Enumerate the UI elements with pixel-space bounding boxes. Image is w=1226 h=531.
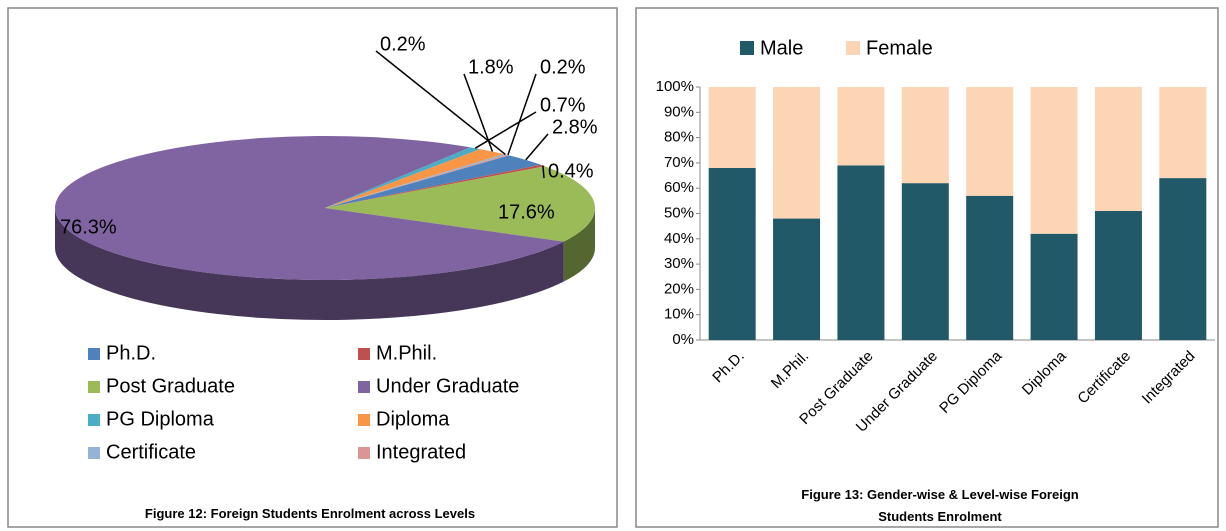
bar [966, 87, 1014, 196]
data-label: 1.8% [468, 56, 514, 78]
legend-label: PG Diploma [106, 408, 215, 430]
legend-label: Certificate [106, 441, 196, 463]
legend-swatch [846, 41, 860, 55]
leader-line [375, 50, 506, 156]
y-tick-label: 30% [664, 255, 694, 272]
data-label: 2.8% [552, 116, 598, 138]
legend-swatch [88, 381, 100, 393]
bar [1159, 178, 1207, 340]
legend-swatch [88, 414, 100, 426]
bar [1030, 87, 1078, 234]
bar [837, 165, 885, 340]
slice-side [563, 208, 595, 282]
legend-label: Male [760, 37, 803, 59]
legend-label: Under Graduate [376, 375, 519, 397]
data-label: 0.4% [548, 160, 594, 182]
x-tick-label: PG Diploma [936, 347, 1006, 417]
slice [325, 166, 595, 242]
slice [54, 136, 564, 280]
legend-swatch [358, 348, 370, 360]
caption: Figure 13: Gender-wise & Level-wise Fore… [801, 487, 1079, 524]
bar [708, 167, 756, 340]
legend-label: Ph.D. [106, 342, 156, 364]
bar [708, 87, 756, 168]
y-tick-label: 50% [664, 204, 694, 221]
bar [1030, 233, 1078, 340]
y-tick-label: 10% [664, 306, 694, 323]
y-tick-label: 20% [664, 280, 694, 297]
y-tick-label: 60% [664, 179, 694, 196]
left-panel-border [7, 7, 618, 528]
bar [1094, 87, 1142, 211]
slice [325, 149, 505, 208]
x-tick-label: Integrated [1139, 348, 1199, 408]
slice [325, 147, 481, 208]
data-label: 76.3% [60, 216, 117, 238]
legend-swatch [88, 447, 100, 459]
y-tick-label: 40% [664, 230, 694, 247]
data-label: 0.2% [540, 56, 586, 78]
bar [901, 183, 949, 340]
leader-line [463, 73, 494, 152]
y-tick-label: 80% [664, 129, 694, 146]
bar [1159, 87, 1207, 179]
bar [837, 87, 885, 166]
slice [325, 154, 507, 208]
x-tick-label: M.Phil. [768, 348, 812, 392]
x-tick-label: Ph.D. [709, 348, 748, 387]
bar [773, 218, 821, 340]
leader-line [542, 165, 545, 179]
legend-label: Post Graduate [106, 375, 235, 397]
y-tick-label: 0% [672, 331, 694, 348]
legend-swatch [358, 414, 370, 426]
x-tick-label: Certificate [1074, 348, 1134, 408]
data-label: 17.6% [498, 201, 555, 223]
legend-label: Female [866, 37, 933, 59]
x-tick-label: Diploma [1019, 347, 1070, 398]
right-panel-border [635, 7, 1219, 528]
legend-swatch [740, 41, 754, 55]
y-tick-label: 100% [656, 78, 694, 95]
bar [966, 195, 1014, 340]
leader-line [507, 73, 537, 156]
leader-line [525, 133, 549, 161]
slice [325, 154, 510, 208]
slice-side [55, 208, 564, 321]
legend-swatch [88, 348, 100, 360]
data-label: 0.2% [380, 33, 426, 55]
bar [1094, 210, 1142, 340]
legend-swatch [358, 447, 370, 459]
data-label: 0.7% [540, 94, 586, 116]
leader-line [474, 111, 537, 149]
y-tick-label: 70% [664, 154, 694, 171]
slice [325, 155, 541, 208]
bar [901, 87, 949, 184]
bar [773, 87, 821, 219]
legend-label: Diploma [376, 408, 450, 430]
y-tick-label: 90% [664, 103, 694, 120]
caption: Figure 12: Foreign Students Enrolment ac… [144, 506, 476, 521]
legend-label: M.Phil. [376, 342, 437, 364]
legend-label: Integrated [376, 441, 466, 463]
legend-swatch [358, 381, 370, 393]
slice [325, 164, 545, 208]
